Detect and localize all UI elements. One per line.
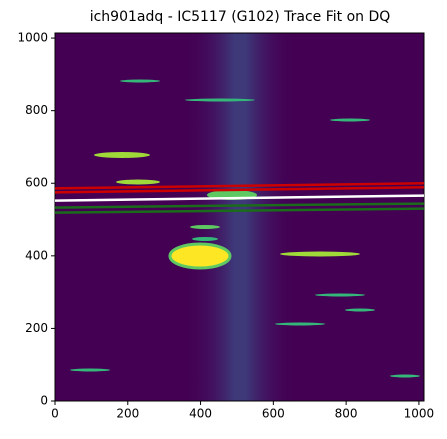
x-tick-label: 800	[335, 407, 358, 421]
y-tick-label: 600	[25, 176, 48, 190]
y-tick-label: 800	[25, 103, 48, 117]
y-tick-label: 200	[25, 321, 48, 335]
y-tick-label: 0	[40, 394, 48, 408]
x-tick-label: 600	[262, 407, 285, 421]
x-tick-label: 200	[116, 407, 139, 421]
trace-line	[54, 185, 425, 194]
y-tick-label: 1000	[17, 31, 48, 45]
x-tick-label: 1000	[404, 407, 435, 421]
trace-line	[54, 181, 425, 190]
trace-line	[54, 202, 425, 209]
plot-frame	[54, 32, 425, 402]
x-tick-label: 0	[51, 407, 59, 421]
chart-title: ich901adq - IC5117 (G102) Trace Fit on D…	[90, 9, 391, 25]
x-tick-label: 400	[189, 407, 212, 421]
y-tick-label: 400	[25, 248, 48, 262]
trace-line	[54, 207, 425, 214]
image	[55, 33, 424, 401]
trace-line	[54, 194, 425, 202]
